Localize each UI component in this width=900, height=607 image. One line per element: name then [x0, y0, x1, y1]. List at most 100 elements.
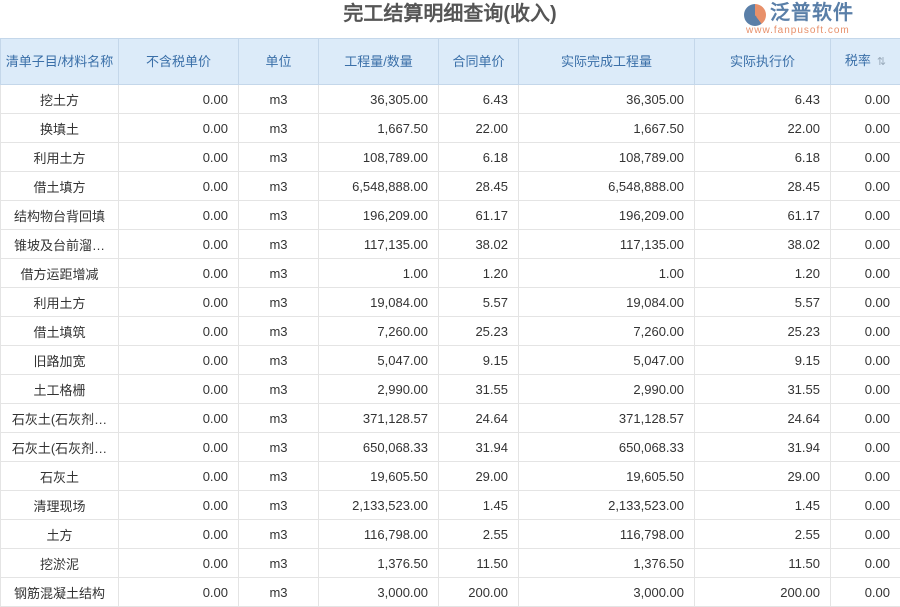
table-cell: 19,605.50 [519, 462, 695, 491]
table-cell: 1,667.50 [519, 114, 695, 143]
table-cell: 196,209.00 [519, 201, 695, 230]
table-cell: 0.00 [831, 404, 900, 433]
column-header-label: 税率 [845, 53, 871, 68]
table-cell: 6,548,888.00 [519, 172, 695, 201]
table-cell: 36,305.00 [519, 85, 695, 114]
table-cell: m3 [239, 491, 319, 520]
column-header[interactable]: 实际完成工程量 [519, 39, 695, 85]
table-cell: 土工格栅 [1, 375, 119, 404]
table-cell: 0.00 [831, 462, 900, 491]
table-cell: 借方运距增减 [1, 259, 119, 288]
column-header[interactable]: 合同单价 [439, 39, 519, 85]
column-header-label: 实际完成工程量 [561, 54, 652, 69]
sort-icon[interactable]: ⇅ [877, 56, 886, 68]
table-cell: 0.00 [831, 114, 900, 143]
table-cell: 108,789.00 [319, 143, 439, 172]
table-cell: 0.00 [831, 317, 900, 346]
table-cell: 0.00 [119, 549, 239, 578]
table-cell: 0.00 [119, 346, 239, 375]
table-cell: 38.02 [439, 230, 519, 259]
table-cell: 旧路加宽 [1, 346, 119, 375]
table-cell: 6.43 [695, 85, 831, 114]
table-cell: 0.00 [831, 85, 900, 114]
table-cell: 0.00 [119, 520, 239, 549]
table-cell: 371,128.57 [319, 404, 439, 433]
table-cell: 24.64 [439, 404, 519, 433]
table-cell: 2,990.00 [319, 375, 439, 404]
column-header[interactable]: 实际执行价 [695, 39, 831, 85]
table-cell: m3 [239, 288, 319, 317]
table-cell: 9.15 [439, 346, 519, 375]
header-row: 清单子目/材料名称 不含税单价 单位工程量/数量合同单价 实际完成工程量 实际执行价税率… [1, 39, 900, 85]
table-cell: 28.45 [439, 172, 519, 201]
table-cell: 31.94 [695, 433, 831, 462]
table-cell: 3,000.00 [519, 578, 695, 607]
table-cell: 22.00 [695, 114, 831, 143]
table-cell: m3 [239, 578, 319, 607]
table-cell: 5.57 [439, 288, 519, 317]
table-cell: 11.50 [439, 549, 519, 578]
column-header[interactable]: 单位 [239, 39, 319, 85]
table-cell: 0.00 [119, 375, 239, 404]
table-cell: 1.00 [519, 259, 695, 288]
table-cell: 25.23 [695, 317, 831, 346]
column-header[interactable]: 清单子目/材料名称 [1, 39, 119, 85]
table-cell: 0.00 [119, 85, 239, 114]
table-cell: m3 [239, 230, 319, 259]
table-cell: 5,047.00 [319, 346, 439, 375]
table-cell: 116,798.00 [519, 520, 695, 549]
column-header-label: 不含税单价 [146, 54, 211, 69]
table-cell: 0.00 [831, 288, 900, 317]
table-cell: 利用土方 [1, 143, 119, 172]
table-cell: 6,548,888.00 [319, 172, 439, 201]
table-cell: 19,084.00 [519, 288, 695, 317]
table-cell: 清理现场 [1, 491, 119, 520]
table-cell: 24.64 [695, 404, 831, 433]
column-header-label: 清单子目/材料名称 [6, 54, 114, 69]
table-cell: 0.00 [831, 172, 900, 201]
table-cell: 5,047.00 [519, 346, 695, 375]
table-cell: 371,128.57 [519, 404, 695, 433]
column-header[interactable]: 税率 ⇅ [831, 39, 900, 85]
table-cell: 117,135.00 [519, 230, 695, 259]
detail-table: 清单子目/材料名称 不含税单价 单位工程量/数量合同单价 实际完成工程量 实际执行价税率… [0, 38, 900, 607]
table-cell: 31.55 [695, 375, 831, 404]
table-cell: m3 [239, 172, 319, 201]
table-cell: 2.55 [439, 520, 519, 549]
column-header[interactable]: 工程量/数量 [319, 39, 439, 85]
table-cell: 7,260.00 [319, 317, 439, 346]
table-cell: 2,990.00 [519, 375, 695, 404]
table-cell: m3 [239, 143, 319, 172]
table-cell: 利用土方 [1, 288, 119, 317]
table-cell: 0.00 [831, 433, 900, 462]
watermark-logo: 泛普软件 www.fanpusoft.com [744, 0, 894, 38]
table-cell: 650,068.33 [319, 433, 439, 462]
table-cell: 土方 [1, 520, 119, 549]
table-cell: 0.00 [831, 259, 900, 288]
table-cell: 19,605.50 [319, 462, 439, 491]
column-header[interactable]: 不含税单价 [119, 39, 239, 85]
table-cell: m3 [239, 375, 319, 404]
table-cell: 1.00 [319, 259, 439, 288]
table-cell: 6.18 [695, 143, 831, 172]
table-cell: m3 [239, 520, 319, 549]
table-cell: 9.15 [695, 346, 831, 375]
